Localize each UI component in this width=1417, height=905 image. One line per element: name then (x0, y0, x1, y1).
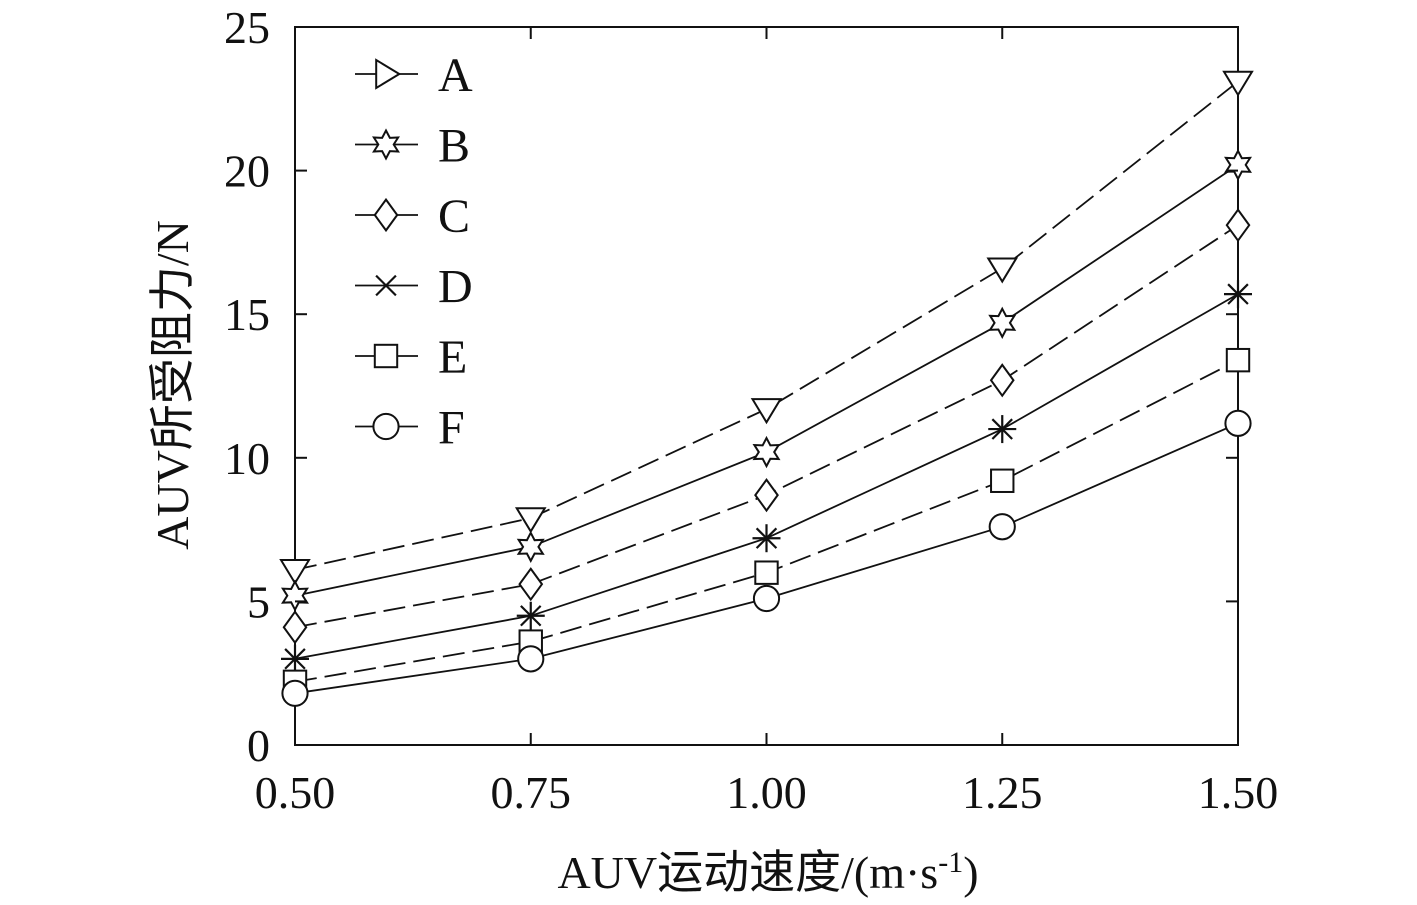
data-point-star (988, 306, 1017, 339)
data-point-diamond (282, 610, 308, 645)
x-tick-label: 0.75 (491, 767, 572, 818)
asterisk-stroke (991, 418, 1013, 440)
y-tick-label: 20 (224, 146, 270, 197)
data-point-diamond (989, 363, 1015, 398)
x-tick-label: 0.50 (255, 767, 336, 818)
legend-item-F: F (355, 402, 465, 455)
plot-frame (294, 26, 1239, 746)
x-tick-label: 1.50 (1198, 767, 1279, 818)
data-point-triangle-down (986, 257, 1019, 284)
series-A (279, 70, 1254, 586)
legend-item-D: D (355, 261, 473, 314)
data-point-star (281, 579, 309, 612)
y-tick-label: 5 (247, 576, 270, 627)
cross-stroke (375, 274, 397, 297)
x-tick-label: 1.25 (962, 767, 1043, 818)
data-point-diamond (1225, 208, 1251, 243)
data-point-circle (988, 513, 1016, 541)
data-point-asterisk (1224, 280, 1252, 309)
y-tick-label: 15 (224, 289, 270, 340)
data-point-triangle-down (750, 398, 783, 425)
legend-label: D (438, 261, 473, 314)
legend-label: E (438, 331, 467, 384)
legend-item-A: A (355, 49, 473, 102)
data-point-asterisk (516, 601, 545, 630)
y-axis-label: AUV所受阻力/N (147, 220, 198, 550)
data-point-asterisk (988, 415, 1017, 444)
y-tick-label: 0 (247, 720, 270, 771)
legend-label: F (438, 402, 465, 455)
data-point-diamond (518, 567, 544, 602)
asterisk-stroke (755, 527, 778, 549)
data-point-asterisk (752, 524, 781, 553)
data-point-square (1225, 347, 1251, 373)
y-tick-label: 10 (224, 433, 270, 484)
series-C (282, 208, 1251, 645)
asterisk-stroke (520, 605, 542, 627)
legend-label: B (438, 120, 470, 173)
data-point-square (754, 560, 779, 585)
legend-label: C (438, 190, 470, 243)
series-B (281, 148, 1252, 612)
data-point-square (373, 343, 399, 369)
data-point-triangle-right (375, 58, 402, 90)
data-point-star (372, 128, 400, 161)
y-tick-label: 25 (224, 2, 270, 53)
data-point-diamond (373, 197, 399, 233)
data-point-triangle-down (514, 507, 547, 534)
data-point-diamond (754, 478, 779, 513)
data-point-circle (281, 679, 309, 707)
asterisk-stroke (284, 648, 306, 670)
legend-item-E: E (355, 331, 467, 384)
data-point-star (752, 435, 781, 469)
axis-ticks: 0.50 0.75 1.00 1.25 1.50 0 5 10 15 20 25 (224, 2, 1278, 818)
asterisk-stroke (1227, 283, 1249, 305)
data-point-circle (752, 584, 781, 613)
x-axis-label-superscript: -1 (938, 846, 963, 879)
series-F (281, 409, 1252, 707)
data-point-asterisk (281, 644, 309, 673)
data-point-cross (375, 274, 397, 297)
x-axis-label-tail: ) (963, 847, 978, 898)
data-point-triangle-down (1222, 70, 1254, 97)
data-point-circle (372, 412, 400, 441)
series-D (281, 280, 1252, 673)
legend-label: A (438, 49, 473, 102)
x-tick-label: 1.00 (726, 767, 807, 818)
legend-item-C: C (355, 190, 470, 243)
plot-border (294, 26, 1239, 746)
x-axis-label: AUV运动速度/(m·s-1) (557, 846, 978, 898)
data-point-circle (517, 645, 545, 673)
x-axis-label-main: AUV运动速度/(m·s (557, 847, 938, 898)
data-point-circle (1224, 409, 1252, 437)
data-point-star (516, 530, 545, 563)
series-layer (279, 70, 1254, 707)
data-point-triangle-down (279, 559, 311, 586)
data-point-star (1224, 148, 1252, 182)
legend-item-B: B (355, 120, 470, 173)
data-point-square (990, 468, 1015, 493)
